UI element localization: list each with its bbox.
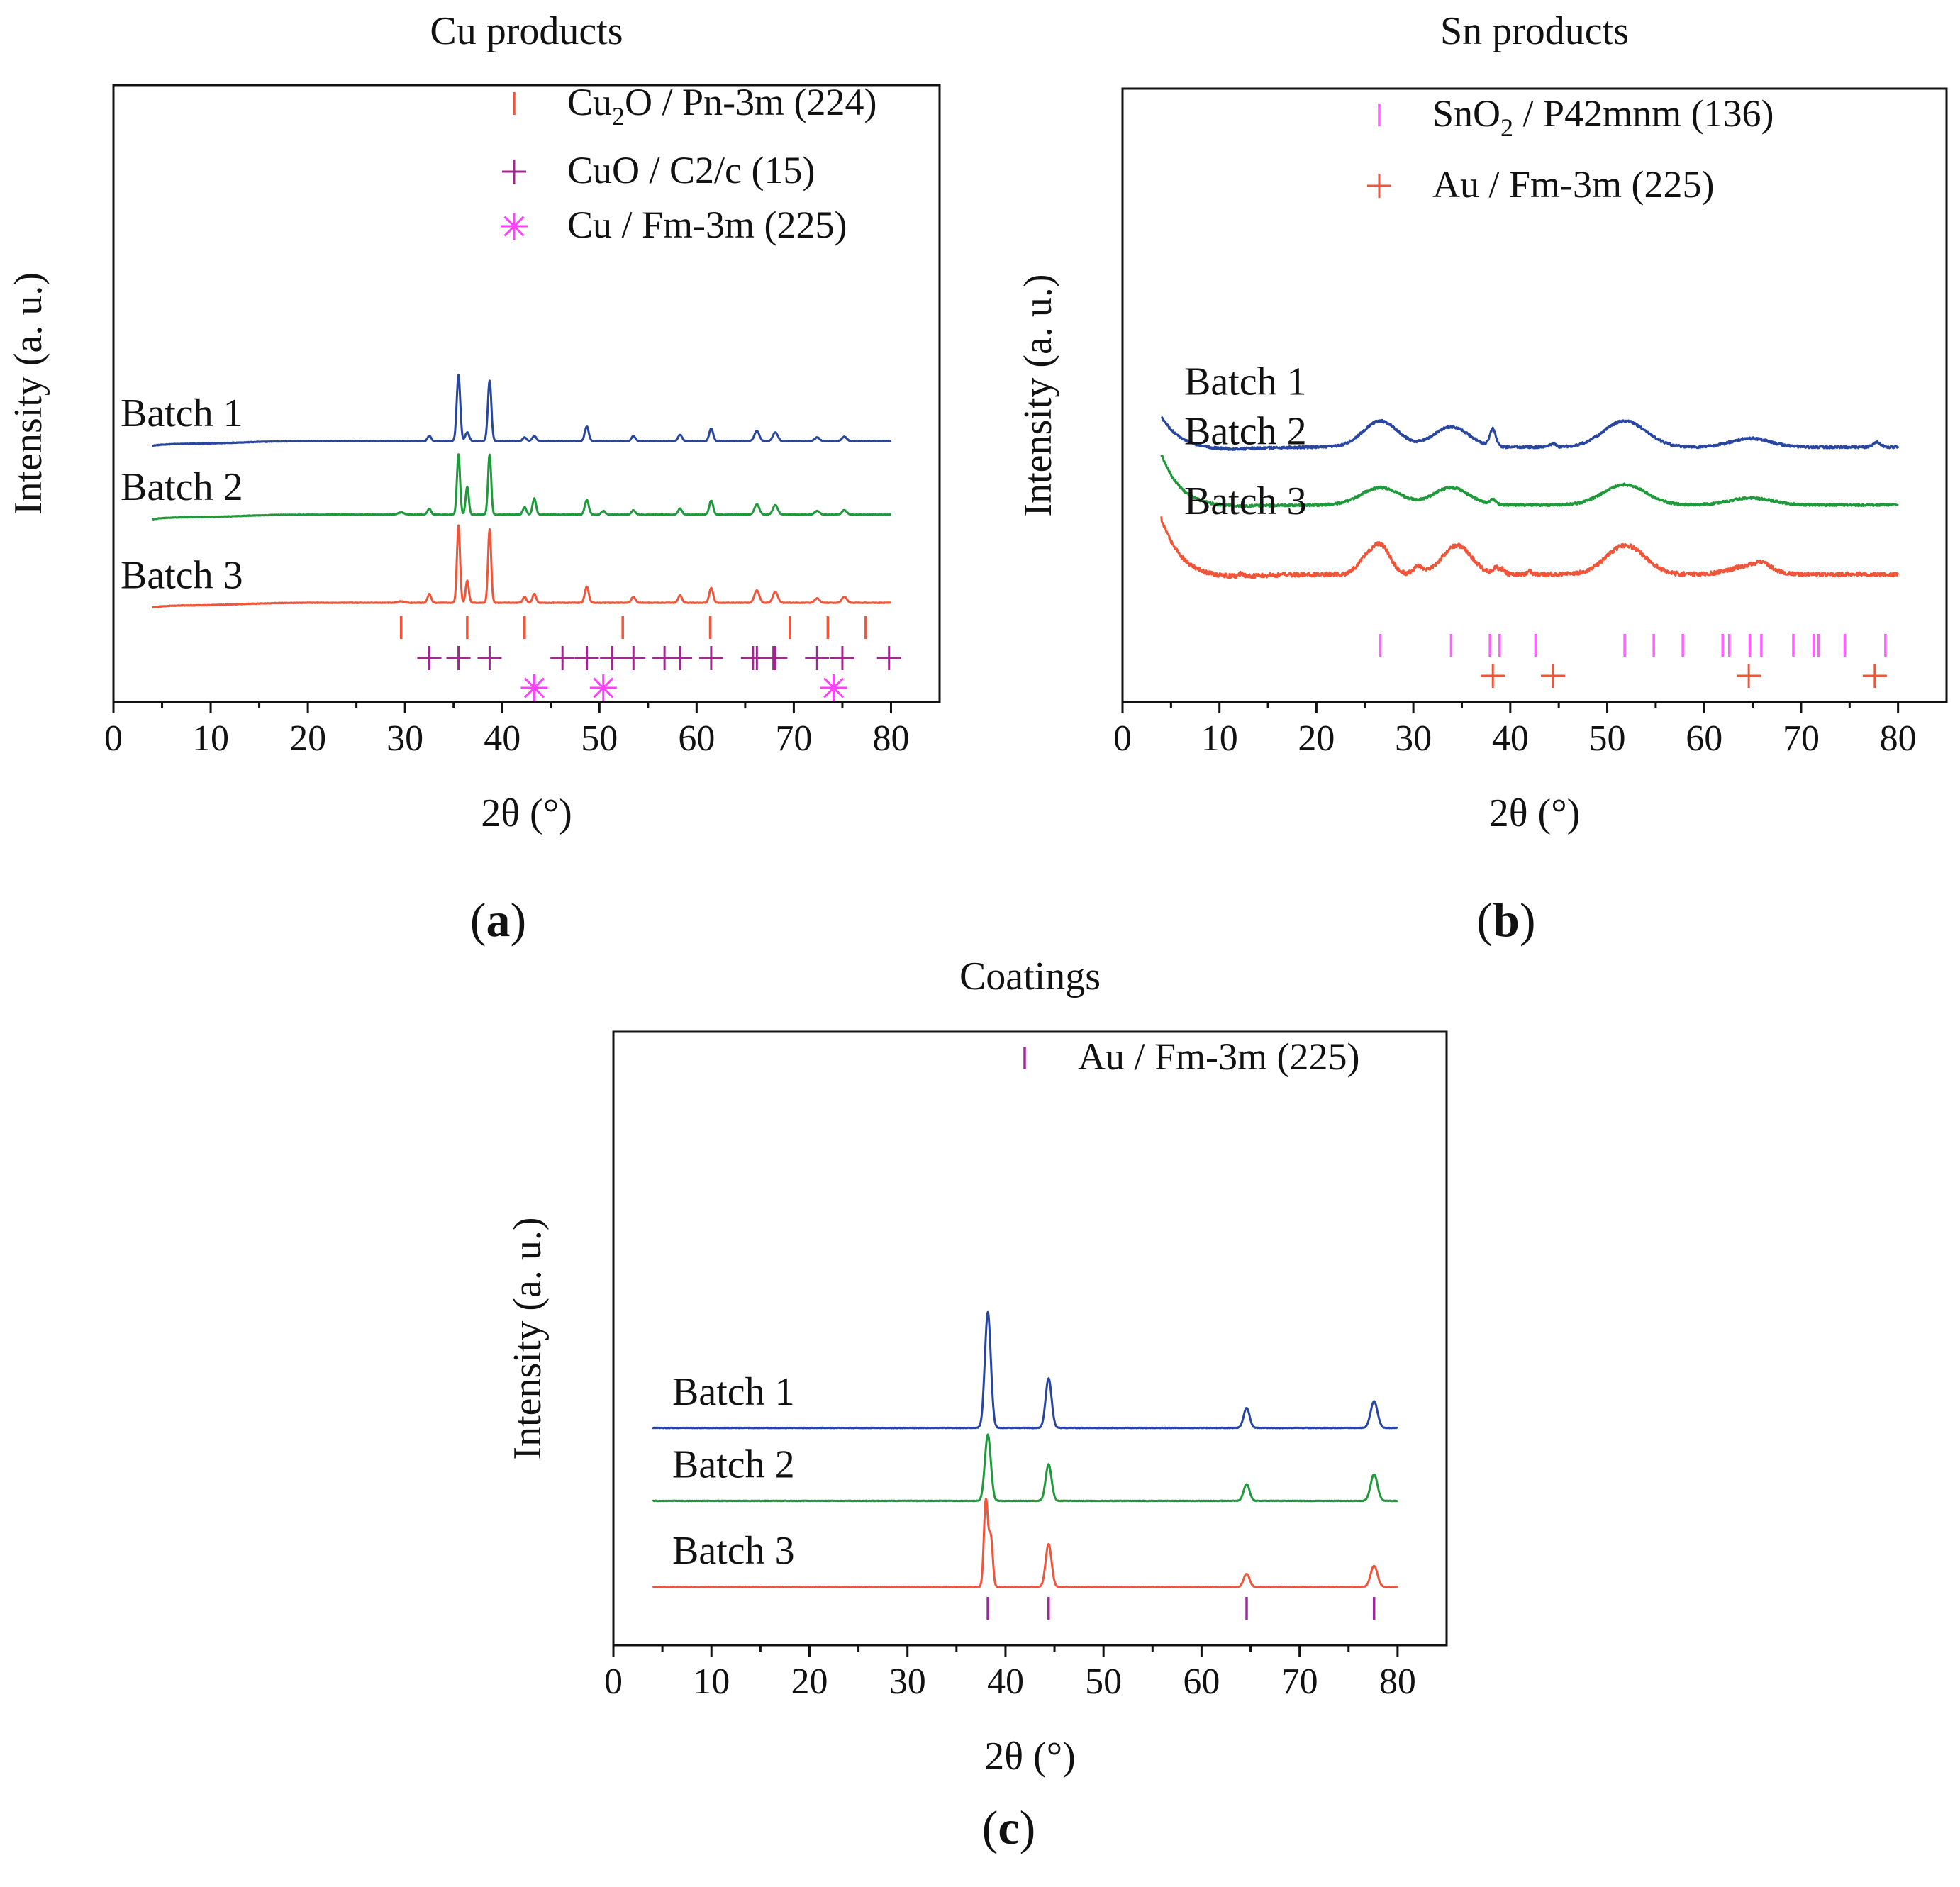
series-line-batch-1 [652, 1310, 1398, 1430]
x-tick-label: 50 [581, 718, 618, 759]
x-tick-label: 20 [1298, 718, 1335, 759]
series-line-batch-3 [152, 524, 892, 609]
legend-label: CuO / C2/c (15) [567, 149, 815, 191]
panel-label: (c) [982, 1800, 1036, 1854]
y-axis-label: Intensity (a. u.) [506, 1217, 550, 1459]
chart-title: Cu products [430, 9, 623, 53]
x-tick-label: 30 [1395, 718, 1432, 759]
x-tick-label: 10 [192, 718, 229, 759]
plot-frame [112, 84, 941, 703]
x-tick-label: 20 [289, 718, 326, 759]
panel-label: (a) [470, 893, 526, 947]
series-line-batch-2 [151, 453, 892, 521]
panel-c: Coatings 0 10 20 30 40 50 60 70 80 2θ (°) Intensity… [506, 954, 1448, 1854]
x-tick-label: 40 [1492, 718, 1529, 759]
panel-label: (b) [1476, 893, 1535, 947]
series-line-batch-3 [652, 1497, 1398, 1588]
series-line-batch-3 [1160, 516, 1899, 579]
x-axis-label: 2θ (°) [1489, 791, 1581, 835]
x-tick-label: 50 [1085, 1661, 1122, 1702]
x-tick-label: 10 [693, 1661, 730, 1702]
x-tick-label: 40 [987, 1661, 1024, 1702]
panel-a: Cu products 0 10 20 30 40 50 60 70 80 2θ (°) Intens… [6, 9, 941, 947]
plot-frame [1121, 87, 1948, 703]
x-tick-label: 80 [872, 718, 909, 759]
x-tick-label: 70 [1281, 1661, 1318, 1702]
legend-label: SnO2 / P42mnm (136) [1432, 92, 1774, 142]
batch-label: Batch 1 [1184, 360, 1307, 404]
chart-title: Sn products [1440, 9, 1629, 53]
x-tick-label: 60 [1686, 718, 1722, 759]
legend-label: Au / Fm-3m (225) [1432, 163, 1715, 206]
legend-label: Cu2O / Pn-3m (224) [567, 81, 877, 130]
x-tick-label: 10 [1201, 718, 1238, 759]
legend-label: Cu / Fm-3m (225) [567, 204, 847, 246]
legend-marker [503, 216, 525, 237]
x-tick-label: 80 [1379, 1661, 1416, 1702]
series-line-batch-1 [1160, 416, 1900, 451]
plot-frame [612, 1030, 1448, 1647]
x-axis-label: 2θ (°) [481, 791, 572, 835]
reference-marker [593, 677, 614, 698]
series-line-batch-2 [1160, 454, 1899, 508]
x-tick-label: 60 [678, 718, 715, 759]
batch-label: Batch 1 [672, 1370, 795, 1414]
x-tick-label: 30 [889, 1661, 926, 1702]
x-tick-label: 40 [484, 718, 520, 759]
panel-b: Sn products 0 10 20 30 40 50 60 70 80 2θ (°) Intens… [1016, 9, 1948, 947]
x-tick-label: 70 [1783, 718, 1820, 759]
x-tick-label: 0 [1113, 718, 1132, 759]
x-tick-label: 60 [1183, 1661, 1220, 1702]
chart-title: Coatings [959, 954, 1101, 998]
x-axis-label: 2θ (°) [984, 1735, 1076, 1779]
x-tick-label: 70 [775, 718, 812, 759]
reference-marker [523, 677, 545, 698]
batch-label: Batch 3 [672, 1529, 795, 1573]
x-tick-label: 0 [104, 718, 123, 759]
batch-label: Batch 3 [121, 554, 243, 598]
batch-label: Batch 2 [121, 465, 243, 509]
legend-label: Au / Fm-3m (225) [1078, 1035, 1360, 1078]
batch-label: Batch 2 [672, 1443, 795, 1487]
series-line-batch-1 [152, 374, 892, 447]
y-axis-label: Intensity (a. u.) [6, 272, 50, 515]
x-tick-label: 30 [386, 718, 423, 759]
x-tick-label: 50 [1589, 718, 1626, 759]
x-tick-label: 80 [1880, 718, 1917, 759]
x-tick-label: 20 [791, 1661, 828, 1702]
series-line-batch-2 [652, 1433, 1398, 1503]
y-axis-label: Intensity (a. u.) [1016, 274, 1060, 516]
x-tick-label: 0 [604, 1661, 623, 1702]
batch-label: Batch 2 [1184, 410, 1307, 454]
reference-marker [823, 677, 845, 698]
batch-label: Batch 1 [121, 391, 243, 435]
batch-label: Batch 3 [1184, 479, 1307, 523]
